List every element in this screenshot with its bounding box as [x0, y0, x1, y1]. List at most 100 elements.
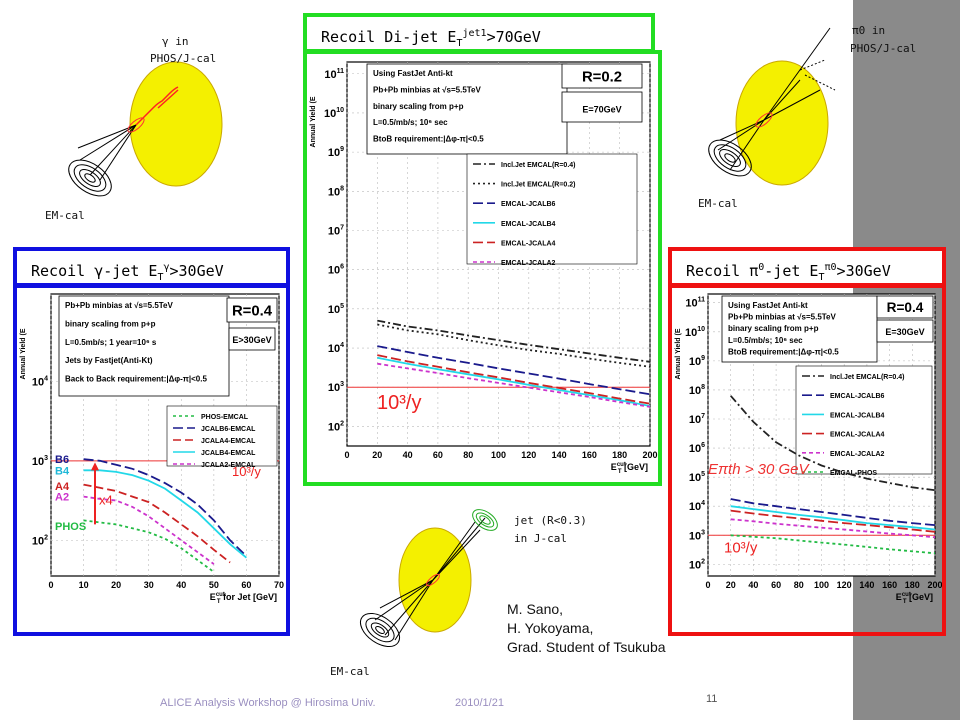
- threshold-annotation: Eπth > 30 GeV: [708, 461, 811, 478]
- info-line: Back to Back requirement:|Δφ-π|<0.5: [65, 375, 207, 384]
- legend-entry: EMCAL-JCALA2: [830, 451, 885, 458]
- gamma-panel-title: Recoil γ-jet ETγ>30GeV: [13, 247, 290, 287]
- pi0-particle-label: π0 in: [852, 24, 886, 37]
- pi0-emcal-label: EM-cal: [698, 197, 738, 210]
- x-tick-label: 60: [241, 580, 251, 590]
- series-line: [83, 483, 231, 564]
- x-tick-label: 40: [176, 580, 186, 590]
- info-line: binary scaling from p+p: [373, 102, 464, 111]
- y-tick-label: 109: [689, 355, 705, 368]
- x-tick-label: 80: [463, 450, 473, 460]
- y-tick-label: 103: [689, 529, 705, 542]
- gamma-chart: 0 10 20 30 40 50 60 70 102 103 104 Ecut T for Jet [G…: [20, 293, 284, 605]
- legend-entry: EMCAL-JCALB4: [830, 412, 885, 419]
- series-line: [83, 469, 247, 559]
- y-tick-label: 105: [689, 471, 705, 484]
- r-label: R=0.4: [232, 303, 273, 319]
- y-tick-label: 102: [328, 420, 344, 433]
- gamma-event-diagram: [68, 61, 223, 197]
- arrow-label: x4: [99, 493, 113, 508]
- info-line: Using FastJet Anti-kt: [373, 69, 453, 78]
- legend-entry: JCALA2-EMCAL: [201, 462, 256, 469]
- series-line: [377, 354, 651, 405]
- dijet-event-diagram: [359, 509, 498, 648]
- photon-wave-icon: [135, 86, 179, 126]
- legend-entry: EMCAL-JCALA4: [501, 240, 556, 247]
- x-axis-label: Ecut T [GeV]: [896, 592, 933, 605]
- x-tick-label: 140: [859, 580, 874, 590]
- info-line: L=0.5mb/s; 1 year=10⁶ s: [65, 338, 157, 347]
- jcal-detector-icon: [472, 509, 498, 531]
- info-line: binary scaling from p+p: [65, 319, 156, 328]
- legend-entry: EMCAL-PHOS: [830, 470, 877, 477]
- r-label: R=0.4: [887, 300, 924, 315]
- y-tick-label: 102: [32, 534, 48, 547]
- pi0-event-diagram: [708, 27, 836, 186]
- y-tick-label: 1011: [685, 297, 705, 310]
- legend-entry: PHOS-EMCAL: [201, 414, 249, 421]
- x-tick-label: 80: [794, 580, 804, 590]
- x-axis-label: Ecut T for Jet [GeV]: [210, 592, 277, 605]
- y-tick-label: 106: [328, 264, 344, 277]
- gamma-detector-label: PHOS/J-cal: [150, 52, 217, 65]
- dijet-panel-title: Recoil Di-jet ETjet1>70GeV: [303, 13, 655, 53]
- y-tick-label: 105: [328, 303, 344, 316]
- dijet-detector-label: in J-cal: [514, 532, 567, 545]
- series-line: [377, 356, 651, 407]
- dijet-chart: 0 20 40 60 80 100 120 140 160 180 200 102 103 104 105 1…: [310, 61, 658, 475]
- x-tick-label: 50: [209, 580, 219, 590]
- credit-line-2: H. Yokoyama,: [507, 620, 594, 636]
- y-tick-label: 103: [32, 455, 48, 468]
- y-tick-label: 107: [328, 224, 344, 237]
- info-line: Pb+Pb minbias at √s=5.5TeV: [65, 301, 174, 310]
- r-label: R=0.2: [582, 69, 622, 85]
- footer-workshop: ALICE Analysis Workshop @ Hirosima Univ.: [160, 697, 376, 709]
- x-tick-label: 30: [144, 580, 154, 590]
- info-line: BtoB requirement:|Δφ-π|<0.5: [728, 347, 839, 356]
- x-tick-label: 40: [403, 450, 413, 460]
- x-tick-label: 10: [79, 580, 89, 590]
- series-line: [730, 505, 936, 531]
- emcal-detector-icon: [68, 159, 112, 197]
- y-tick-label: 104: [328, 342, 344, 355]
- x-tick-label: 20: [726, 580, 736, 590]
- series-line: [730, 498, 936, 526]
- legend-entry: EMCAL-JCALB6: [830, 393, 885, 400]
- x-tick-label: 20: [111, 580, 121, 590]
- x-tick-label: 0: [344, 450, 349, 460]
- x-tick-label: 0: [705, 580, 710, 590]
- series-line: [730, 509, 936, 533]
- reference-label: 10³/y: [377, 392, 421, 414]
- y-tick-label: 106: [689, 442, 705, 455]
- reference-label: 10³/y: [232, 464, 261, 479]
- x-tick-label: 160: [582, 450, 597, 460]
- x-tick-label: 60: [433, 450, 443, 460]
- x-tick-label: 120: [521, 450, 536, 460]
- page-number: 11: [706, 693, 718, 705]
- x-tick-label: 180: [905, 580, 920, 590]
- legend: [466, 153, 638, 265]
- curve-label: PHOS: [55, 521, 86, 533]
- legend-entry: EMCAL-JCALB4: [501, 221, 556, 228]
- x-tick-label: 200: [927, 580, 942, 590]
- x-tick-label: 120: [837, 580, 852, 590]
- info-box: [721, 295, 878, 363]
- series-line: [730, 395, 936, 492]
- legend-entry: Incl.Jet EMCAL(R=0.2): [501, 182, 576, 189]
- y-tick-label: 108: [689, 384, 705, 397]
- y-axis-label: Annual Yield (E: [675, 328, 682, 379]
- y-tick-label: 108: [328, 185, 344, 198]
- x-tick-label: 160: [882, 580, 897, 590]
- x-tick-label: 60: [771, 580, 781, 590]
- y-tick-label: 107: [689, 413, 705, 426]
- series-line: [83, 495, 215, 565]
- legend-entry: EMCAL-JCALA4: [830, 432, 885, 439]
- series-line: [83, 458, 248, 557]
- x-tick-label: 0: [48, 580, 53, 590]
- x-tick-label: 200: [642, 450, 657, 460]
- info-line: Jets by Fastjet(Anti-Kt): [65, 356, 153, 365]
- dijet-particle-label: jet (R<0.3): [514, 514, 587, 527]
- x-tick-label: 100: [491, 450, 506, 460]
- y-tick-label: 109: [328, 146, 344, 159]
- series-line: [377, 345, 651, 396]
